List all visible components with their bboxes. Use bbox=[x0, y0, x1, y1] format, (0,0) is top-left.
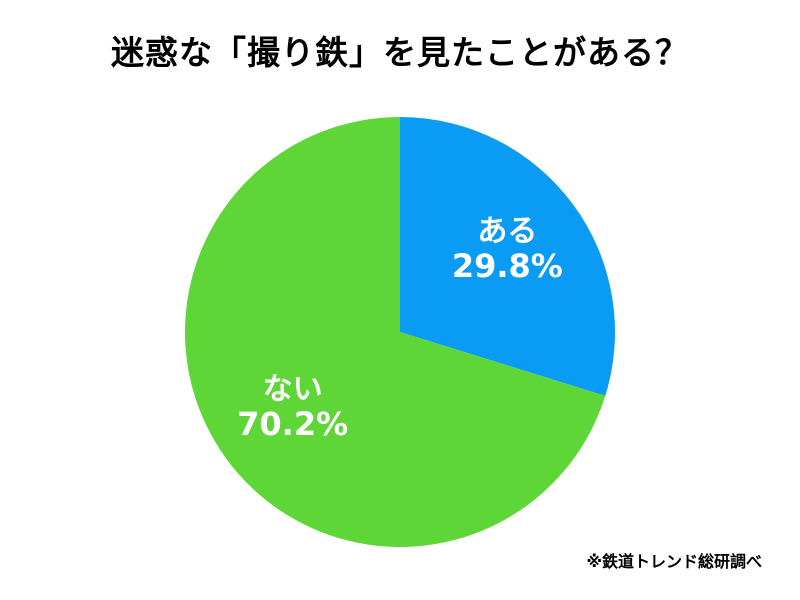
pie-slice-0 bbox=[400, 117, 615, 396]
chart-title: 迷惑な「撮り鉄」を見たことがある？ bbox=[111, 33, 689, 72]
source-note: ※鉄道トレンド総研調べ bbox=[586, 552, 762, 571]
slice-value-label: 70.2% bbox=[237, 405, 348, 443]
slice-value-label: 29.8% bbox=[452, 247, 563, 285]
pie-slices bbox=[185, 117, 615, 547]
slice-category-label: ある bbox=[477, 214, 537, 249]
slice-category-label: ない bbox=[263, 372, 323, 407]
pie-slice-1 bbox=[185, 117, 606, 547]
